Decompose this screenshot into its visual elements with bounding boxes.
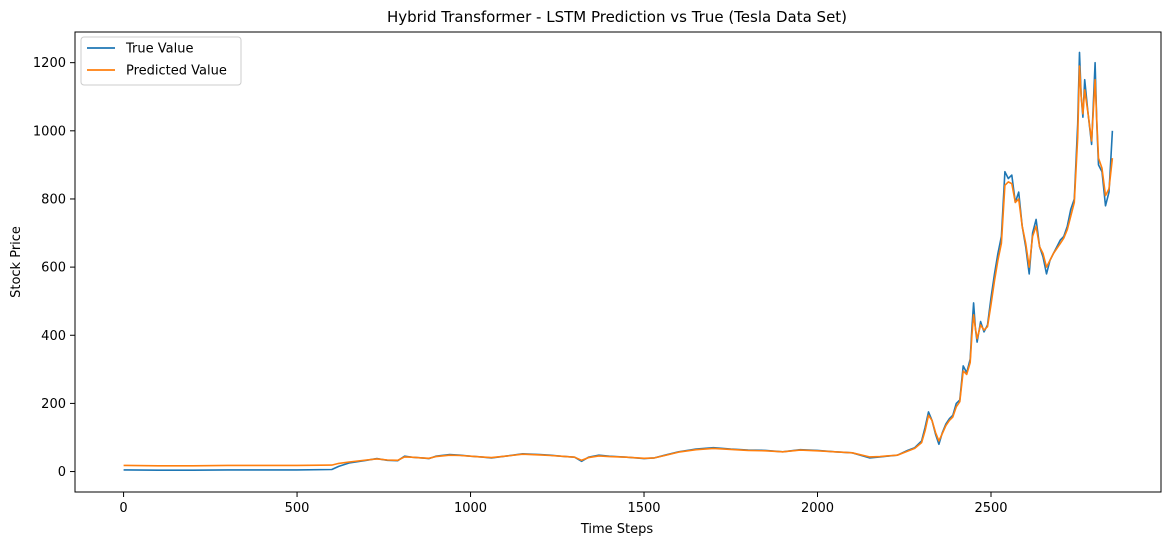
x-tick-label: 1500 <box>627 501 660 516</box>
legend-label: Predicted Value <box>126 64 227 79</box>
y-tick-label: 1200 <box>33 56 66 71</box>
series-line-1 <box>123 51 1114 471</box>
y-axis: 0 200 400 600 800 1000 1200 <box>33 56 75 480</box>
x-tick-label: 2500 <box>974 501 1007 516</box>
legend: True Value Predicted Value <box>80 36 242 86</box>
y-tick-label: 0 <box>58 465 66 480</box>
plot-lines <box>123 51 1114 471</box>
legend-label: True Value <box>125 42 193 57</box>
plot-frame <box>74 31 1162 493</box>
x-axis-label: Time Steps <box>580 522 654 537</box>
chart-title: Hybrid Transformer - LSTM Prediction vs … <box>387 8 847 26</box>
y-tick-label: 200 <box>41 397 66 412</box>
y-tick-label: 800 <box>41 192 66 207</box>
x-tick-label: 500 <box>285 501 310 516</box>
series-line-2 <box>123 65 1114 467</box>
x-axis: 0 500 1000 1500 2000 2500 <box>119 492 1008 516</box>
y-tick-label: 600 <box>41 261 66 276</box>
y-axis-label: Stock Price <box>9 226 24 298</box>
x-tick-label: 1000 <box>454 501 487 516</box>
x-tick-label: 0 <box>119 501 127 516</box>
y-tick-label: 400 <box>41 329 66 344</box>
x-tick-label: 2000 <box>801 501 834 516</box>
legend-box <box>80 36 242 86</box>
y-tick-label: 1000 <box>33 124 66 139</box>
